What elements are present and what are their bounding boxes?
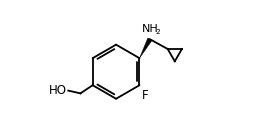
Text: 2: 2	[155, 29, 160, 35]
Text: F: F	[142, 89, 149, 102]
Polygon shape	[140, 38, 152, 58]
Text: HO: HO	[49, 84, 67, 97]
Text: NH: NH	[141, 24, 158, 34]
